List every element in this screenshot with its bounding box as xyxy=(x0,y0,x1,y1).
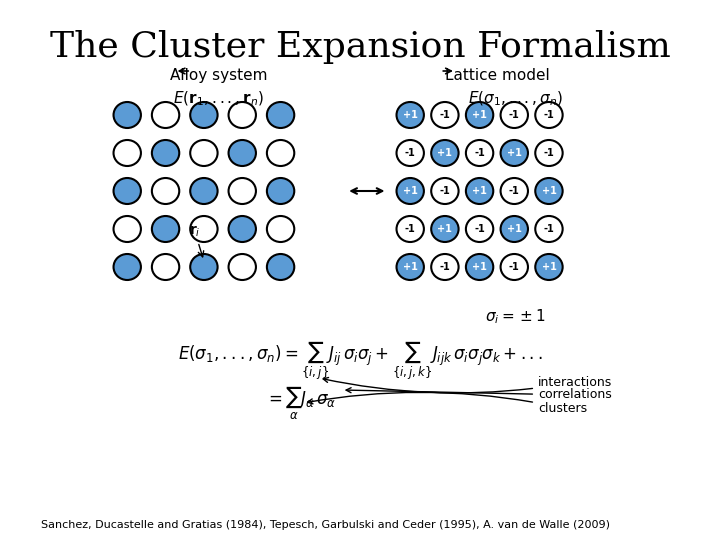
Ellipse shape xyxy=(190,216,217,242)
Text: correlations: correlations xyxy=(346,388,612,402)
Ellipse shape xyxy=(535,140,562,166)
Ellipse shape xyxy=(228,254,256,280)
Text: -1: -1 xyxy=(474,148,485,158)
Ellipse shape xyxy=(152,216,179,242)
Text: +1: +1 xyxy=(472,262,487,272)
Text: -1: -1 xyxy=(509,186,520,196)
Ellipse shape xyxy=(431,216,459,242)
Text: -1: -1 xyxy=(544,224,554,234)
Ellipse shape xyxy=(152,178,179,204)
Ellipse shape xyxy=(466,216,493,242)
Ellipse shape xyxy=(114,216,141,242)
Ellipse shape xyxy=(190,140,217,166)
Text: +1: +1 xyxy=(402,262,418,272)
Ellipse shape xyxy=(190,102,217,128)
Ellipse shape xyxy=(267,102,294,128)
Text: -1: -1 xyxy=(439,262,450,272)
Ellipse shape xyxy=(114,140,141,166)
Ellipse shape xyxy=(114,254,141,280)
Ellipse shape xyxy=(431,140,459,166)
Text: -1: -1 xyxy=(544,148,554,158)
Ellipse shape xyxy=(228,178,256,204)
Text: $\sigma_i = \pm 1$: $\sigma_i = \pm 1$ xyxy=(485,307,546,326)
Ellipse shape xyxy=(152,102,179,128)
Ellipse shape xyxy=(397,140,424,166)
Text: +1: +1 xyxy=(507,224,522,234)
Ellipse shape xyxy=(535,178,562,204)
Text: -1: -1 xyxy=(544,110,554,120)
Ellipse shape xyxy=(466,178,493,204)
Ellipse shape xyxy=(397,216,424,242)
Text: $E(\sigma_1,...,\sigma_n)$: $E(\sigma_1,...,\sigma_n)$ xyxy=(468,90,563,109)
Text: +1: +1 xyxy=(541,186,557,196)
Ellipse shape xyxy=(152,140,179,166)
Text: $\mathbf{r}_i$: $\mathbf{r}_i$ xyxy=(189,224,204,257)
Ellipse shape xyxy=(228,102,256,128)
Ellipse shape xyxy=(228,140,256,166)
Ellipse shape xyxy=(500,216,528,242)
Text: +1: +1 xyxy=(402,186,418,196)
Text: +1: +1 xyxy=(541,262,557,272)
Ellipse shape xyxy=(431,102,459,128)
Ellipse shape xyxy=(397,102,424,128)
Ellipse shape xyxy=(228,216,256,242)
Ellipse shape xyxy=(267,254,294,280)
Text: interactions: interactions xyxy=(323,375,612,393)
Text: $= \sum_{\alpha} J_{\alpha}\, \sigma_{\alpha}$: $= \sum_{\alpha} J_{\alpha}\, \sigma_{\a… xyxy=(265,385,336,422)
Ellipse shape xyxy=(500,102,528,128)
Text: -1: -1 xyxy=(439,186,450,196)
Text: clusters: clusters xyxy=(307,393,587,415)
Ellipse shape xyxy=(152,254,179,280)
Text: $E(\sigma_1,...,\sigma_n) = \sum_{\{i,j\}} J_{ij}\, \sigma_i\sigma_j + \sum_{\{i: $E(\sigma_1,...,\sigma_n) = \sum_{\{i,j\… xyxy=(178,340,542,383)
Text: +1: +1 xyxy=(507,148,522,158)
Text: -1: -1 xyxy=(439,110,450,120)
Ellipse shape xyxy=(397,178,424,204)
Ellipse shape xyxy=(431,178,459,204)
Ellipse shape xyxy=(190,254,217,280)
Ellipse shape xyxy=(267,178,294,204)
Ellipse shape xyxy=(535,216,562,242)
Text: Alloy system: Alloy system xyxy=(170,68,267,83)
Text: -1: -1 xyxy=(474,224,485,234)
Text: -1: -1 xyxy=(509,110,520,120)
Ellipse shape xyxy=(466,102,493,128)
Text: +1: +1 xyxy=(402,110,418,120)
Ellipse shape xyxy=(114,102,141,128)
Ellipse shape xyxy=(466,254,493,280)
Text: +1: +1 xyxy=(438,224,452,234)
Text: +1: +1 xyxy=(438,148,452,158)
Ellipse shape xyxy=(466,140,493,166)
Text: The Cluster Expansion Formalism: The Cluster Expansion Formalism xyxy=(50,30,670,64)
Text: +1: +1 xyxy=(472,186,487,196)
Ellipse shape xyxy=(431,254,459,280)
Text: Lattice model: Lattice model xyxy=(444,68,549,83)
Ellipse shape xyxy=(190,178,217,204)
Ellipse shape xyxy=(267,216,294,242)
Ellipse shape xyxy=(500,254,528,280)
Text: +1: +1 xyxy=(472,110,487,120)
Ellipse shape xyxy=(397,254,424,280)
Text: $E(\mathbf{r}_1,...,\mathbf{r}_n)$: $E(\mathbf{r}_1,...,\mathbf{r}_n)$ xyxy=(173,90,264,109)
Ellipse shape xyxy=(267,140,294,166)
Text: Sanchez, Ducastelle and Gratias (1984), Tepesch, Garbulski and Ceder (1995), A. : Sanchez, Ducastelle and Gratias (1984), … xyxy=(40,520,610,530)
Ellipse shape xyxy=(114,178,141,204)
Text: -1: -1 xyxy=(405,148,415,158)
Ellipse shape xyxy=(500,178,528,204)
Ellipse shape xyxy=(500,140,528,166)
Ellipse shape xyxy=(535,254,562,280)
Text: -1: -1 xyxy=(405,224,415,234)
Text: -1: -1 xyxy=(509,262,520,272)
Ellipse shape xyxy=(535,102,562,128)
